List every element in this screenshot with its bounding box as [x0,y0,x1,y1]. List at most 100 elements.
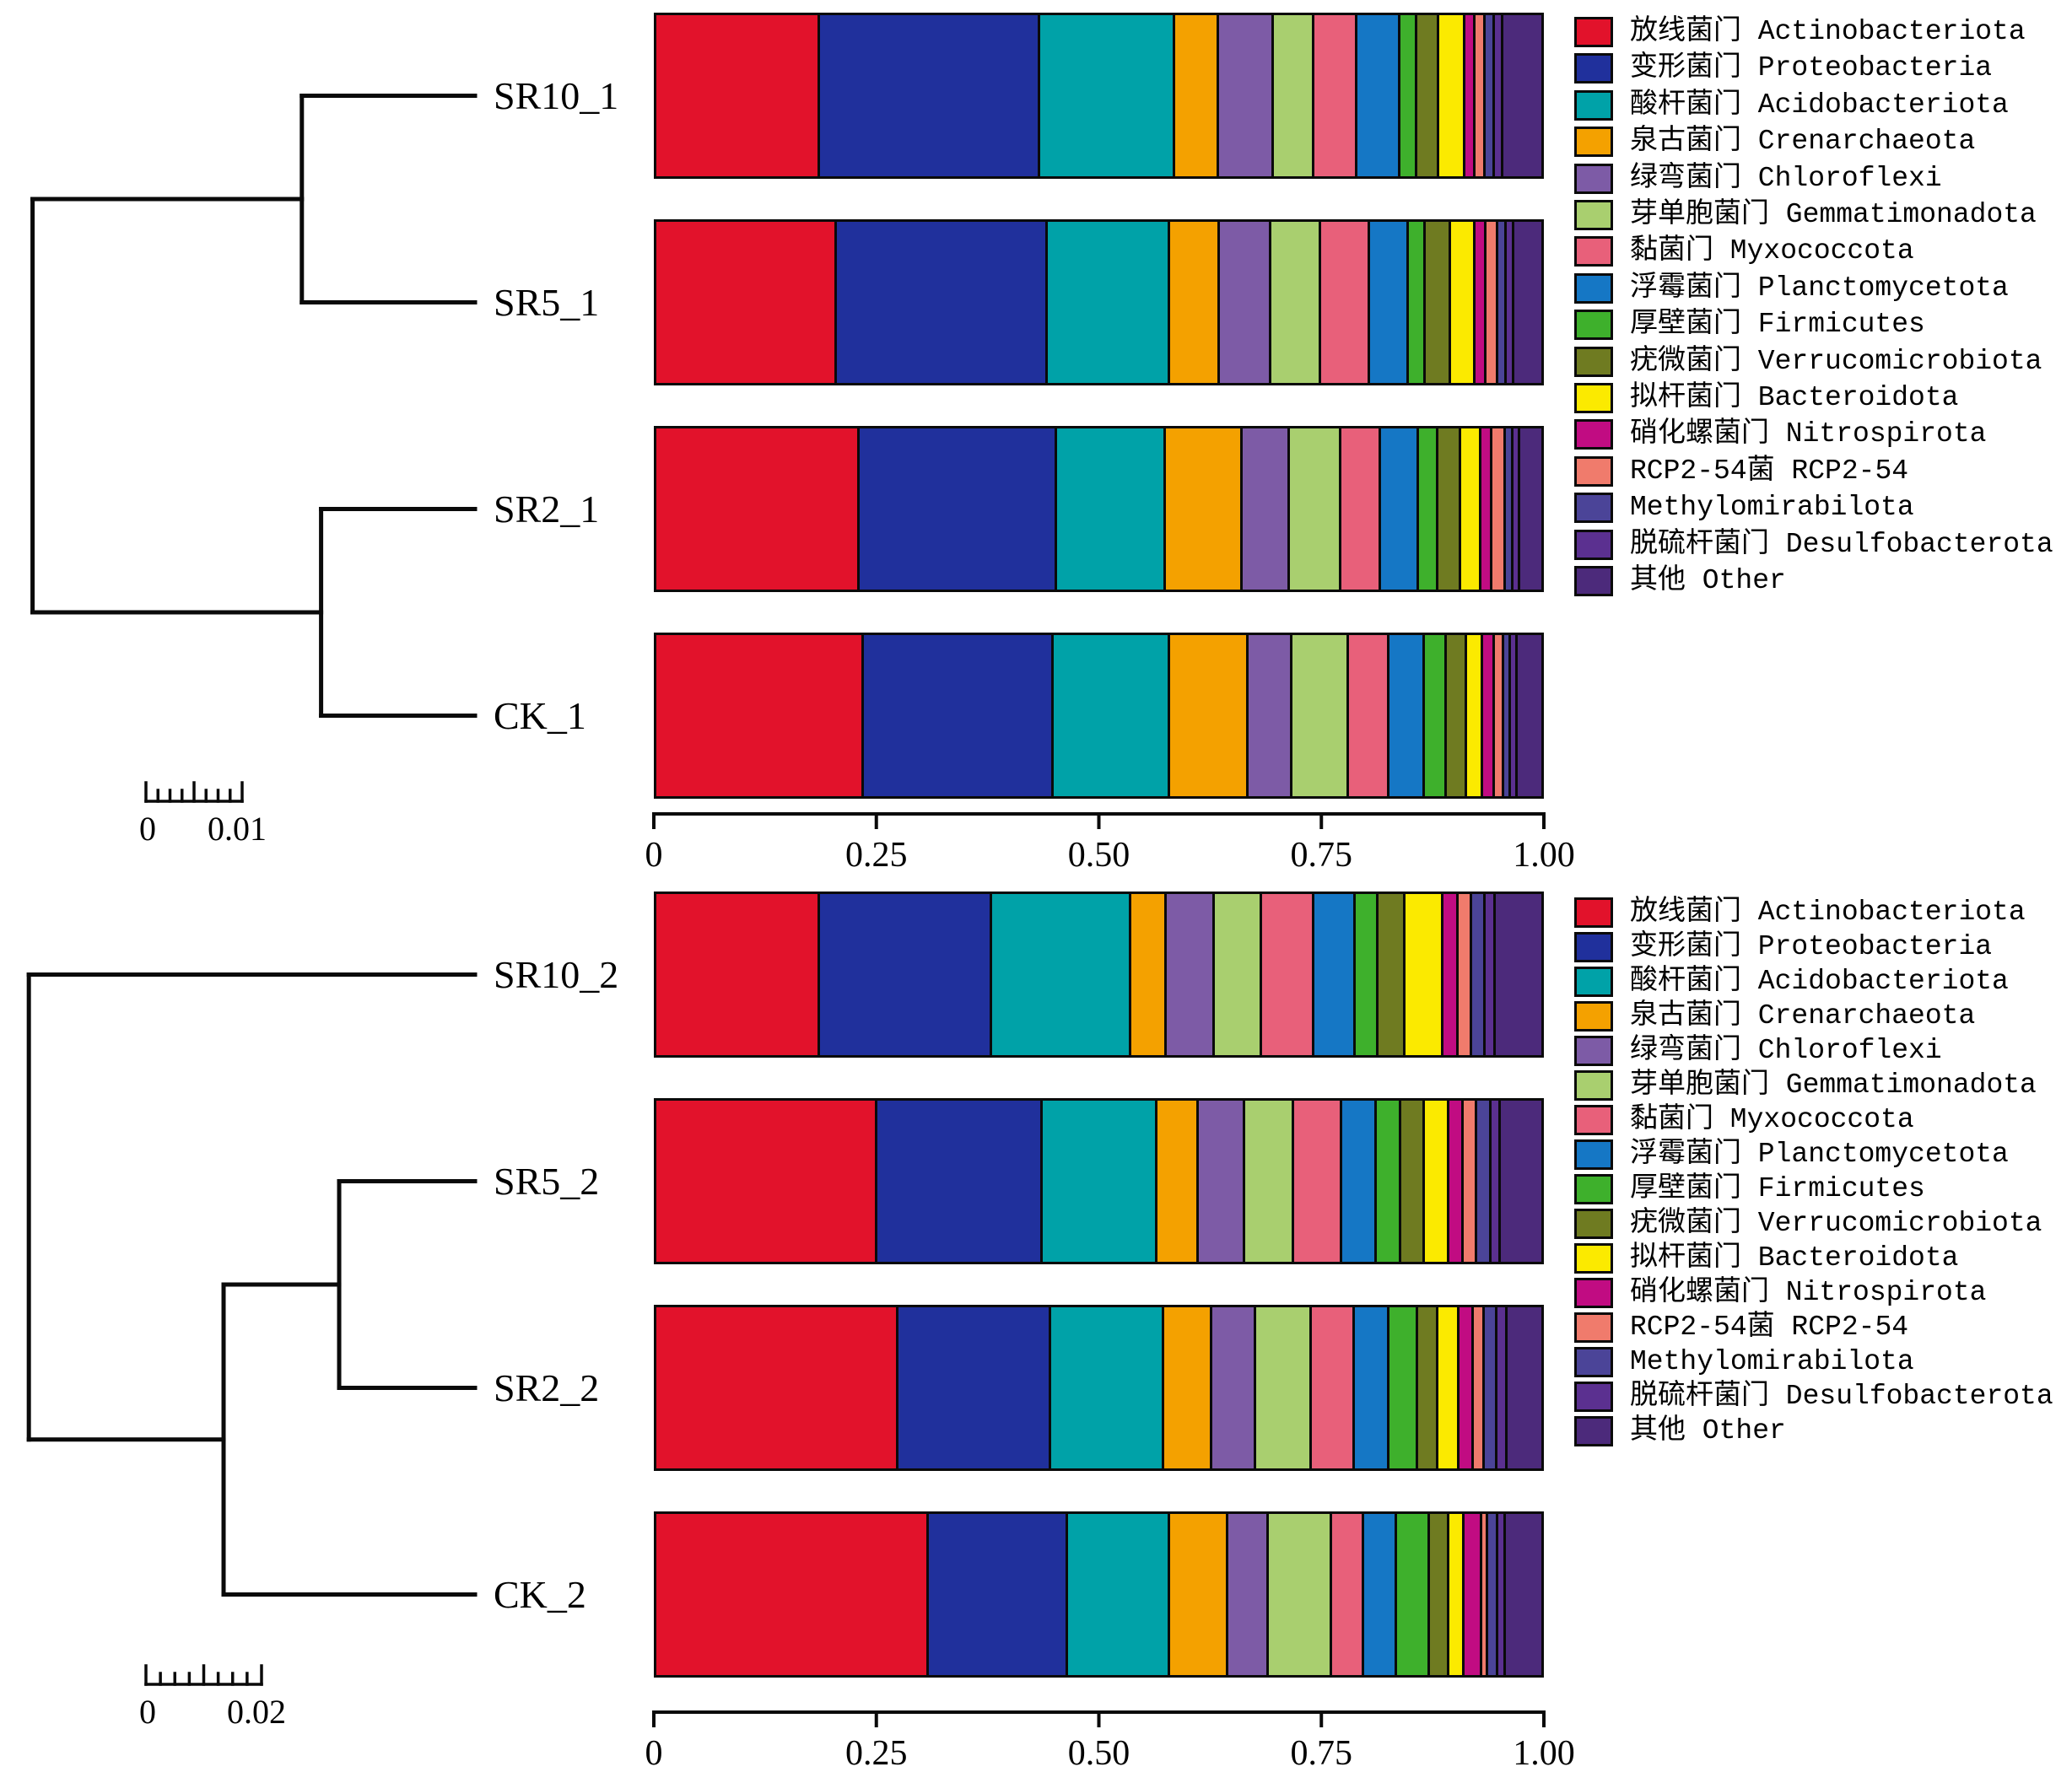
bar-segment [656,222,834,383]
bar-segment [861,635,1051,796]
scale-tick-label: 0 [139,810,156,848]
bar-segment [1510,428,1518,590]
bar-segment [1374,1101,1400,1262]
bar-segment [656,1514,927,1675]
bar-segment [1054,428,1164,590]
bar-segment [1065,1514,1168,1675]
bar-segment [1460,1101,1475,1262]
bar-segment [856,428,1055,590]
legend-swatch [1574,493,1613,523]
bar-segment [1448,222,1473,383]
bar-segment [1422,222,1449,383]
bar-segment [834,222,1045,383]
bar-segment [1376,894,1404,1055]
bar-segment [1287,428,1340,590]
legend-item: 泉古菌门 Crenarchaeota [1574,1001,1975,1032]
legend-item: 疣微菌门 Verrucomicrobiota [1574,1209,2042,1239]
bar-segment [1406,222,1423,383]
legend-label: 变形菌门 Proteobacteria [1630,930,1993,962]
bar-segment [1339,428,1379,590]
bar-segment [1312,894,1354,1055]
legend-item: 硝化螺菌门 Nitrospirota [1574,1278,1986,1308]
bar-segment [926,1514,1066,1675]
bar-segment [989,894,1130,1055]
bar-segment [1458,428,1479,590]
legend-label: 酸杆菌门 Acidobacteriota [1630,89,2009,121]
bar-segment [1482,894,1493,1055]
legend-item: 黏菌门 Myxococcota [1574,236,1914,267]
legend-item: 疣微菌门 Verrucomicrobiota [1574,347,2042,377]
sample-label: SR2_1 [494,487,600,531]
bar-segment [1050,635,1168,796]
legend-label: 浮霉菌门 Planctomycetota [1630,272,2009,304]
axis-tick-label: 0.25 [845,1734,908,1773]
axis-tick-label: 0.25 [845,836,908,875]
bar-segment [1469,894,1483,1055]
legend-label: 绿弯菌门 Chloroflexi [1630,162,1942,194]
bar-segment [1482,15,1492,176]
legend-item: 厚壁菌门 Firmicutes [1574,310,1925,340]
legend-item: 芽单胞菌门 Gemmatimonadota [1574,1070,2037,1101]
bar-segment [656,894,817,1055]
legend-item: 脱硫杆菌门 Desulfobacterota [1574,1382,2053,1412]
legend-label: 浮霉菌门 Planctomycetota [1630,1138,2009,1170]
sample-label: SR10_2 [494,952,619,996]
legend-swatch [1574,1416,1613,1446]
bar-segment [1259,894,1313,1055]
legend-swatch [1574,1174,1613,1204]
bar-segment [1472,15,1483,176]
legend-swatch [1574,1070,1613,1101]
legend-label: 疣微菌门 Verrucomicrobiota [1630,345,2042,377]
bar-segment [1355,15,1399,176]
bar-segment [1427,1514,1447,1675]
bar-segment [1456,1307,1471,1468]
bar-segment [1195,1101,1243,1262]
bar-segment [1309,1307,1353,1468]
bar-segment [1399,1101,1422,1262]
bar-segment [1464,635,1481,796]
legend-swatch [1574,1347,1613,1377]
scale-tick-label: 0.01 [208,810,267,848]
legend-label: 疣微菌门 Verrucomicrobiota [1630,1207,2042,1239]
bar-segment [1497,1101,1542,1262]
bar-segment [1462,15,1473,176]
axis-tick-label: 1.00 [1513,836,1575,875]
legend-item: 厚壁菌门 Firmicutes [1574,1174,1925,1204]
stacked-bar-row [654,892,1544,1058]
legend-item: 拟杆菌门 Bacteroidota [1574,383,1958,413]
legend-label: 变形菌门 Proteobacteria [1630,51,1993,83]
legend-item: 脱硫杆菌门 Desulfobacterota [1574,530,2053,560]
legend-label: RCP2-54菌 RCP2-54 [1630,1311,1909,1343]
bar-segment [1289,635,1347,796]
axis-tick-label: 0 [645,836,663,875]
bar-segment [1495,1514,1503,1675]
bar-segment [1415,15,1437,176]
bar-segment [1239,428,1287,590]
legend-swatch [1574,383,1613,413]
bar-segment [1483,222,1496,383]
bar-segment [875,1101,1040,1262]
bar-segment [1446,1101,1461,1262]
sample-label: CK_2 [494,1572,586,1616]
legend-item: 变形菌门 Proteobacteria [1574,53,1992,83]
bar-segment [1503,222,1512,383]
legend-label: 拟杆菌门 Bacteroidota [1630,381,1959,413]
bar-segment [1517,428,1541,590]
sample-label: SR2_2 [494,1366,600,1409]
legend-item: 绿弯菌门 Chloroflexi [1574,1036,1942,1066]
bar-segment [1479,1514,1486,1675]
bar-segment [1319,222,1368,383]
legend-swatch [1574,17,1613,47]
bar-segment [1398,15,1416,176]
legend-label: Methylomirabilota [1630,491,1914,523]
bar-segment [1478,428,1490,590]
bar-segment [1037,15,1174,176]
legend-swatch [1574,347,1613,377]
bar-segment [1216,15,1271,176]
bar-segment [1291,1101,1341,1262]
legend-item: 绿弯菌门 Chloroflexi [1574,164,1942,194]
bar-segment [1265,1514,1330,1675]
bar-segment [1470,1307,1482,1468]
scale-tick-label: 0.02 [227,1693,286,1731]
